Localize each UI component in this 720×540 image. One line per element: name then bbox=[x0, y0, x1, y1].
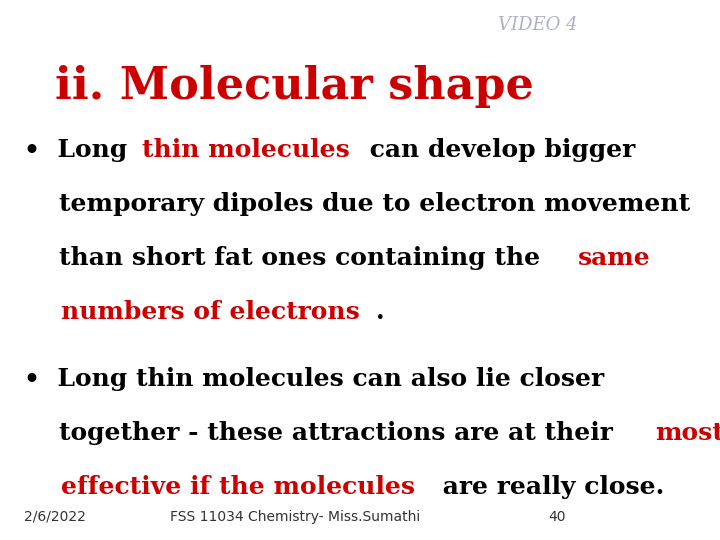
Text: thin molecules: thin molecules bbox=[142, 138, 350, 161]
Text: .: . bbox=[376, 300, 384, 323]
Text: effective if the molecules: effective if the molecules bbox=[60, 475, 415, 499]
Text: together - these attractions are at their: together - these attractions are at thei… bbox=[24, 421, 621, 445]
Text: VIDEO 4: VIDEO 4 bbox=[498, 16, 577, 34]
Text: ii. Molecular shape: ii. Molecular shape bbox=[55, 65, 534, 108]
Text: same: same bbox=[578, 246, 651, 269]
Text: 2/6/2022: 2/6/2022 bbox=[24, 510, 86, 524]
Text: temporary dipoles due to electron movement: temporary dipoles due to electron moveme… bbox=[24, 192, 690, 215]
Text: •  Long thin molecules can also lie closer: • Long thin molecules can also lie close… bbox=[24, 367, 603, 391]
Text: FSS 11034 Chemistry- Miss.Sumathi: FSS 11034 Chemistry- Miss.Sumathi bbox=[169, 510, 420, 524]
Text: can develop bigger: can develop bigger bbox=[361, 138, 636, 161]
Text: 40: 40 bbox=[548, 510, 566, 524]
Text: than short fat ones containing the: than short fat ones containing the bbox=[24, 246, 549, 269]
Text: are really close.: are really close. bbox=[434, 475, 665, 499]
Text: most: most bbox=[654, 421, 720, 445]
Text: numbers of electrons: numbers of electrons bbox=[60, 300, 359, 323]
Text: •  Long: • Long bbox=[24, 138, 135, 161]
